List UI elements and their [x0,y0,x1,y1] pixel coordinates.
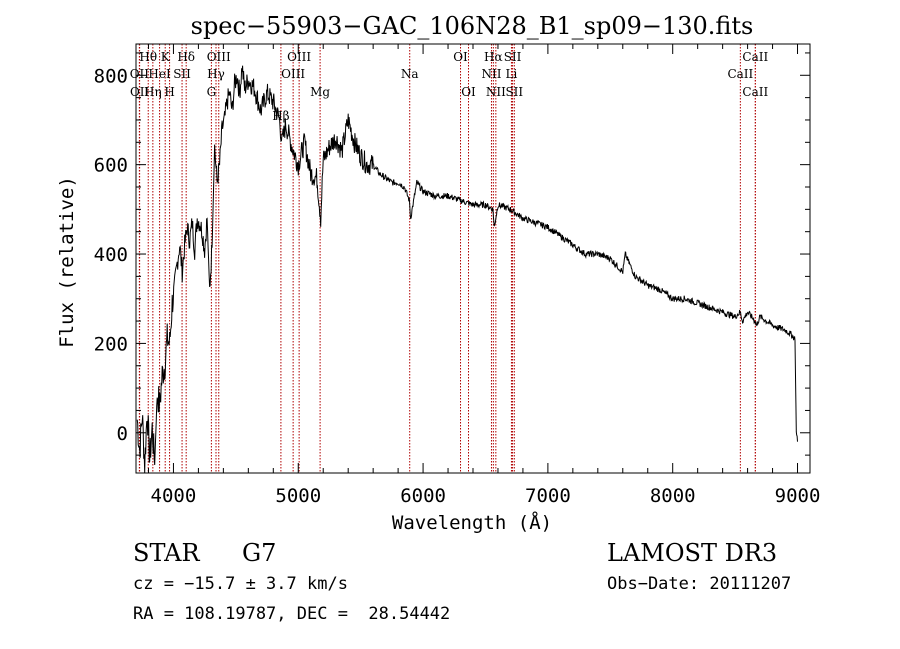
spectral-marker-label: Li [506,67,518,81]
x-tick-label: 7000 [525,485,571,507]
y-tick-label: 0 [117,423,128,445]
redshift-cz: cz = −15.7 ± 3.7 km/s [133,574,348,594]
y-tick-label: 400 [94,244,128,266]
x-axis-ticks: 4000 5000 6000 7000 8000 9000 [147,44,821,507]
y-tick-label: 600 [94,155,128,177]
spectral-marker-label: H [164,85,174,99]
coordinates-radec: RA = 108.19787, DEC = 28.54442 [133,604,450,624]
spectral-marker-label: CaII [742,50,768,64]
spectral-marker-label: G [207,85,217,99]
spectral-marker-label: CaII [727,67,753,81]
spectral-marker-label: OIII [207,50,231,64]
spectral-line-markers [138,44,756,473]
spectral-marker-label: Hθ [139,50,157,64]
x-tick-label: 5000 [275,485,321,507]
spectral-marker-label: Hη [144,85,162,99]
spectral-marker-label: Mg [310,85,330,99]
x-tick-label: 9000 [775,485,821,507]
spectral-marker-label: Hα [484,50,503,64]
y-tick-label: 800 [94,65,128,87]
spectral-marker-label: NII [481,67,501,81]
spectral-marker-label: K [161,50,171,64]
x-tick-label: 4000 [151,485,197,507]
spectral-marker-label: HeI [148,67,171,81]
plot-frame [135,43,811,474]
spectral-marker-label: CaII [742,85,768,99]
spectral-marker-label: OIII [287,50,311,64]
survey-name: LAMOST DR3 [607,539,777,567]
spectral-marker-label: Hγ [207,67,225,81]
spectral-marker-label: OII [130,85,150,99]
x-tick-label: 8000 [650,485,696,507]
spectral-marker-label: Hδ [177,50,195,64]
spectrum-line [136,65,798,474]
spectral-marker-label: SII [504,50,522,64]
spectral-marker-label: NII [486,85,506,99]
object-class: STAR [133,539,200,567]
spectral-marker-label: OII [130,67,150,81]
spectral-marker-label: OI [453,50,468,64]
x-tick-label: 6000 [400,485,446,507]
object-subclass: G7 [242,539,276,567]
spectral-marker-label: OIII [281,67,305,81]
spectral-marker-label: SII [505,85,523,99]
spectral-marker-label: Na [401,67,419,81]
chart-title: spec−55903−GAC_106N28_B1_sp09−130.fits [191,12,754,40]
x-axis-label: Wavelength (Å) [392,511,552,534]
y-axis-ticks: 0 200 400 600 800 [94,52,810,456]
spectral-marker-label: SII [173,67,191,81]
observation-date: Obs−Date: 20111207 [607,574,791,594]
y-axis-label: Flux (relative) [56,176,78,348]
y-tick-label: 200 [94,333,128,355]
spectral-marker-label: OI [461,85,476,99]
